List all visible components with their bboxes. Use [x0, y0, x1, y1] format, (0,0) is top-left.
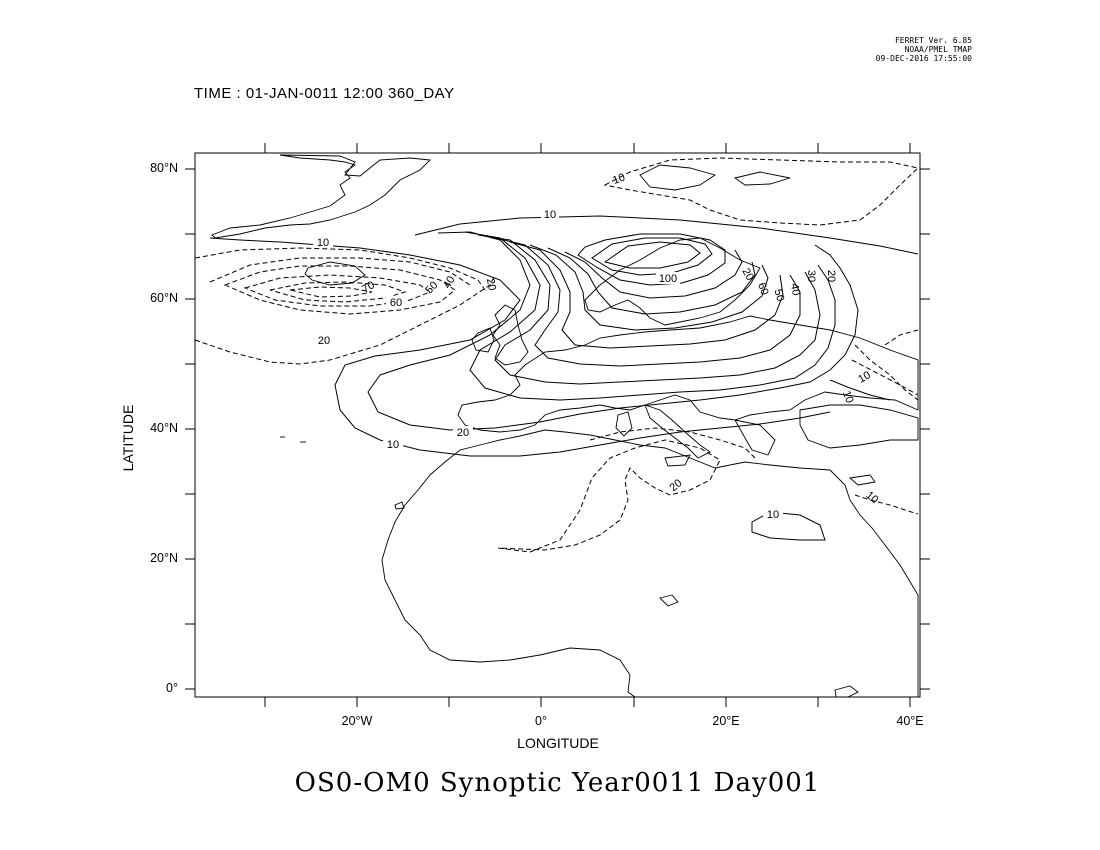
x-tick-label: 40°E: [896, 714, 924, 728]
x-tick-label: 0°: [535, 714, 547, 728]
y-tick-label: 20°N: [150, 551, 178, 565]
x-axis-label: LONGITUDE: [517, 735, 599, 751]
x-tick-label: 20°E: [712, 714, 740, 728]
plot-frame: [194, 152, 921, 698]
contour-label: 10: [856, 369, 873, 386]
dashed-contour-labels: 10 10 10 20 20 20 40 50 60 70: [314, 171, 880, 506]
x-tick-label: 20°W: [341, 714, 373, 728]
time-header: TIME : 01-JAN-0011 12:00 360_DAY: [194, 85, 455, 102]
ferret-org-stamp: NOAA/PMEL TMAP: [904, 45, 972, 54]
contour-label: 20: [739, 266, 756, 283]
contour-label: 50: [772, 288, 787, 303]
contour-label: 10: [387, 439, 399, 451]
contour-label: 30: [805, 270, 817, 282]
plot-title: OS0-OM0 Synoptic Year0011 Day001: [294, 768, 821, 798]
ferret-version-stamp: FERRET Ver. 6.85: [894, 36, 972, 45]
contour-label: 40: [788, 282, 802, 296]
dashed-contours: [194, 157, 920, 553]
contour-label: 20: [457, 427, 469, 439]
contour-label: 20: [318, 335, 330, 347]
y-tick-label: 40°N: [150, 421, 178, 435]
contour-label: 70: [360, 279, 377, 296]
contour-label: 60: [755, 281, 770, 297]
contour-label: 10: [767, 509, 779, 521]
contour-label: 10: [863, 489, 880, 506]
contour-label: 10: [611, 171, 627, 186]
axis-ticks: [185, 143, 930, 707]
contour-label: 100: [659, 273, 677, 285]
contour-label: 40: [441, 274, 458, 291]
y-tick-label: 0°: [166, 681, 178, 695]
contour-label: 60: [390, 297, 402, 309]
solid-contour-labels: 10 10 10 10 10 20 20 20 30 40 50 60 100: [313, 208, 856, 521]
ferret-date-stamp: 09-DEC-2016 17:55:00: [875, 54, 972, 63]
solid-contours: [209, 215, 919, 541]
contour-label: 20: [484, 277, 498, 291]
contour-label: 10: [840, 389, 855, 405]
y-tick-label: 80°N: [150, 161, 178, 175]
contour-label: 10: [544, 209, 556, 221]
contour-label: 20: [825, 270, 837, 282]
y-tick-label: 60°N: [150, 291, 178, 305]
contour-label: 10: [317, 237, 329, 249]
